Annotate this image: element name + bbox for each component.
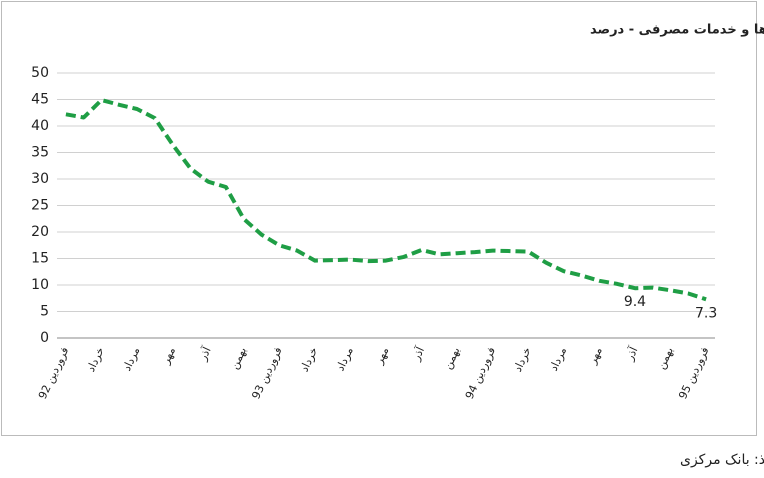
data-line xyxy=(65,98,707,302)
y-tick-label: 20 xyxy=(31,224,49,240)
x-tick-label: آذر xyxy=(195,344,214,364)
y-tick-label: 25 xyxy=(31,198,49,214)
y-tick-label: 50 xyxy=(31,65,49,81)
source-note: مأخذ: بانک مرکزی xyxy=(680,449,764,468)
chart-frame xyxy=(1,1,757,436)
x-tick-label: آذر xyxy=(408,344,427,364)
data-label: 9.4 xyxy=(624,294,646,310)
y-tick-label: 30 xyxy=(31,171,49,187)
y-tick-label: 40 xyxy=(31,118,49,134)
y-tick-label: 45 xyxy=(31,92,49,108)
y-tick-label: 5 xyxy=(40,304,49,320)
data-label: 7.3 xyxy=(695,305,717,321)
y-tick-label: 10 xyxy=(31,277,49,293)
y-tick-label: 0 xyxy=(40,330,49,346)
chart-title: نمودار روند تغییرات نقطه به نقطه شاخص به… xyxy=(590,23,764,38)
x-tick-label: آذر xyxy=(622,344,641,364)
y-tick-label: 35 xyxy=(31,145,49,161)
y-tick-label: 15 xyxy=(31,251,49,267)
